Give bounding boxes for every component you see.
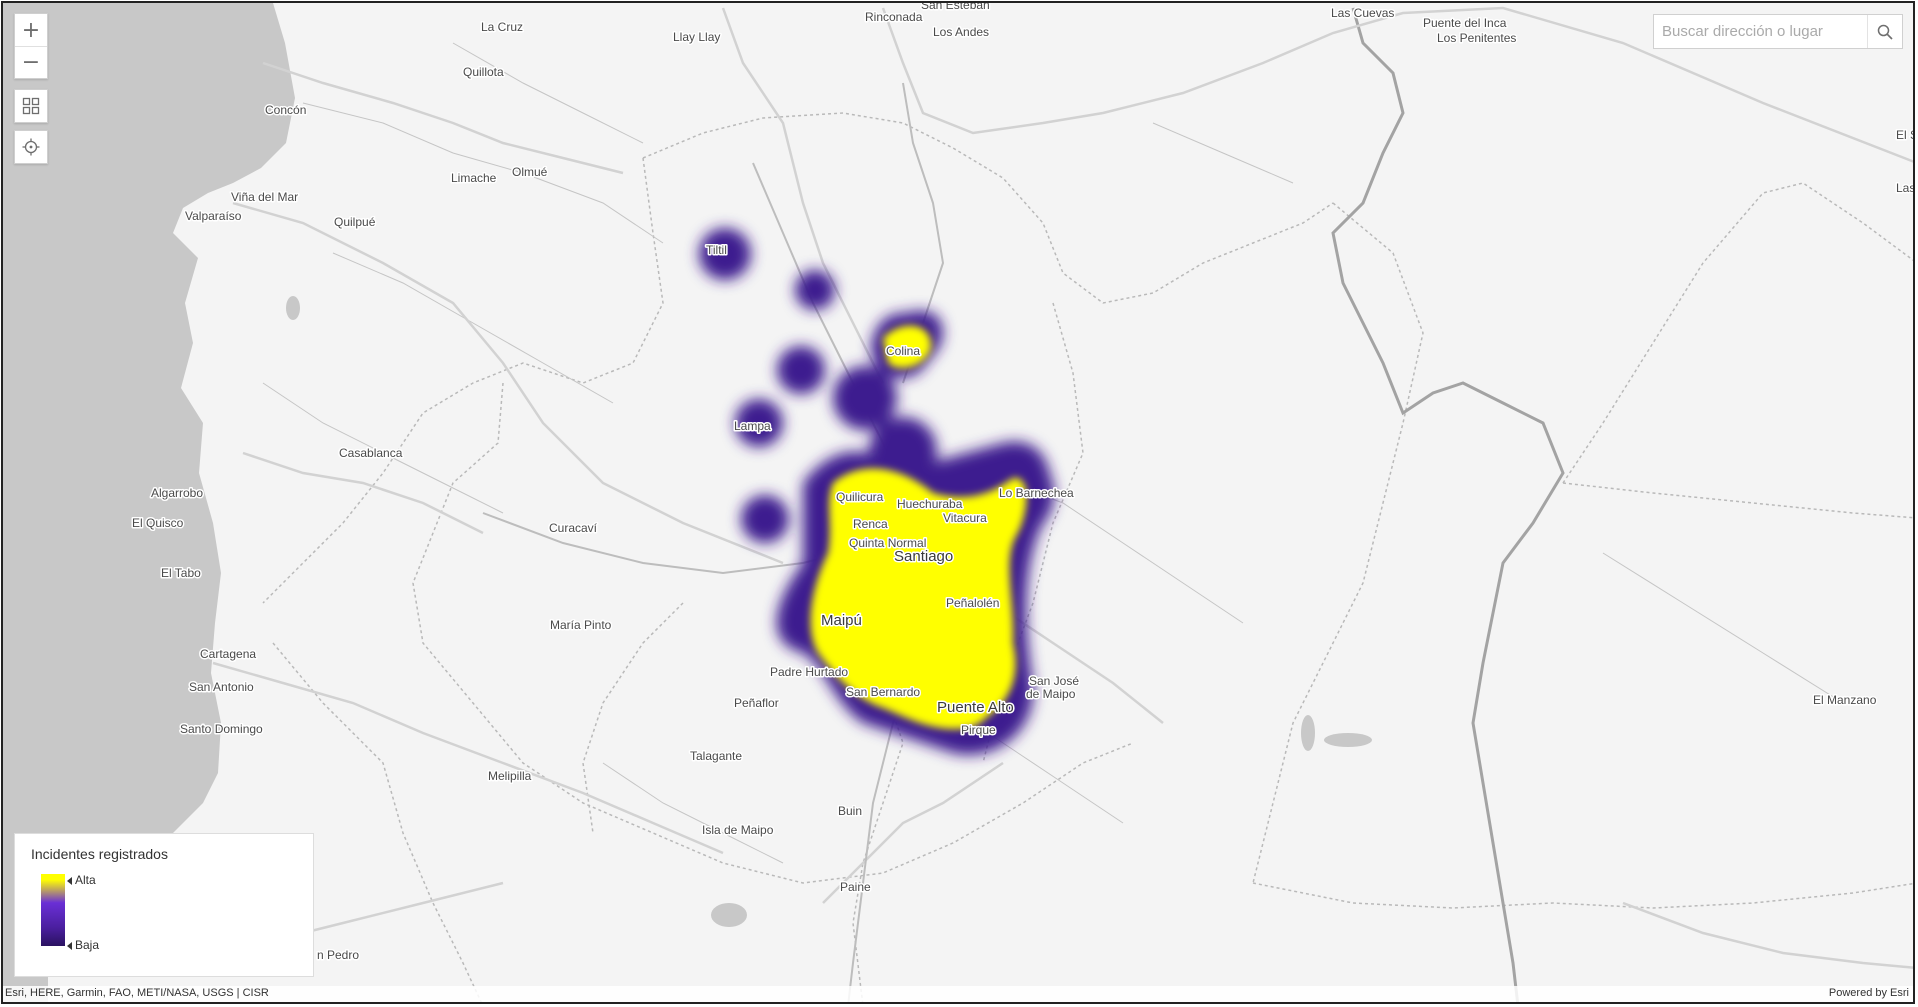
place-label: Talagante xyxy=(690,749,742,763)
legend: Incidentes registrados Alta Baja xyxy=(14,833,314,977)
place-label: Quinta Normal xyxy=(849,536,926,550)
place-label: Maipú xyxy=(821,612,862,629)
locate-button[interactable] xyxy=(15,131,47,163)
place-label: Puente Alto xyxy=(937,699,1014,716)
place-label: Curacaví xyxy=(549,521,598,535)
attribution-text[interactable]: Esri, HERE, Garmin, FAO, METI/NASA, USGS… xyxy=(5,987,269,999)
powered-by-link[interactable]: Powered by Esri xyxy=(1828,987,1909,999)
heatmap-layer xyxy=(699,228,1055,755)
place-label: Rinconada xyxy=(865,10,923,24)
place-label: Quilicura xyxy=(836,490,884,504)
place-label: Santo Domingo xyxy=(180,722,263,736)
basemap-gallery-button[interactable] xyxy=(15,90,47,122)
region-borders xyxy=(262,112,1913,1002)
crosshair-icon xyxy=(22,138,40,156)
international-border xyxy=(1331,7,1565,1002)
place-label: San Bernardo xyxy=(846,685,920,699)
search-widget xyxy=(1653,14,1903,49)
place-label: Los Penitentes xyxy=(1437,31,1516,45)
legend-low-label: Baja xyxy=(75,938,100,952)
place-label: Santiago xyxy=(894,548,953,565)
place-label: Buin xyxy=(838,804,862,818)
zoom-in-button[interactable]: + xyxy=(15,14,47,46)
search-input[interactable] xyxy=(1654,15,1867,48)
place-label: Melipilla xyxy=(488,769,532,783)
place-label: Olmué xyxy=(512,165,548,179)
place-label: María Pinto xyxy=(550,618,612,632)
basemap-gallery-control xyxy=(14,89,48,123)
locate-control xyxy=(14,130,48,164)
place-label: Llay Llay xyxy=(673,30,720,44)
search-button[interactable] xyxy=(1867,15,1902,48)
search-icon xyxy=(1877,24,1893,40)
place-label: Huechuraba xyxy=(897,497,963,511)
place-label: San Esteban xyxy=(921,3,990,12)
zoom-out-button[interactable]: − xyxy=(15,46,47,78)
place-label: Las Cuevas xyxy=(1331,6,1394,20)
place-label: Peñaflor xyxy=(734,696,779,710)
place-label: Puente del Inca xyxy=(1423,16,1507,30)
attribution-bar: Esri, HERE, Garmin, FAO, METI/NASA, USGS… xyxy=(3,986,1913,1002)
legend-high-marker-icon xyxy=(67,877,72,885)
place-label: Colina xyxy=(886,344,920,358)
place-label: San José xyxy=(1029,674,1079,688)
place-label: Tiltil xyxy=(706,243,727,257)
place-label: El Manzano xyxy=(1813,693,1877,707)
place-label: n Pedro xyxy=(317,948,359,962)
rivers xyxy=(262,42,1844,864)
place-label: Lo Barnechea xyxy=(999,486,1074,500)
place-label: Quillota xyxy=(463,65,504,79)
place-label: de Maipo xyxy=(1026,687,1076,701)
place-label: Renca xyxy=(853,517,888,531)
place-label: Paine xyxy=(840,880,871,894)
place-label: Las xyxy=(1896,181,1915,195)
legend-title: Incidentes registrados xyxy=(31,846,168,862)
ocean xyxy=(3,3,295,1002)
plus-icon: + xyxy=(21,17,41,43)
lakes xyxy=(286,296,1372,927)
zoom-controls: + − xyxy=(14,13,48,79)
place-label: La Cruz xyxy=(481,20,523,34)
place-label: Padre Hurtado xyxy=(770,665,848,679)
place-label: El S xyxy=(1896,128,1915,142)
place-label: El Tabo xyxy=(161,566,201,580)
legend-low-marker-icon xyxy=(67,942,72,950)
place-label: Limache xyxy=(451,171,497,185)
place-label: Peñalolén xyxy=(946,596,999,610)
place-label: Concón xyxy=(265,103,306,117)
minus-icon: − xyxy=(21,50,41,75)
basemap[interactable]: La Cruz Llay Llay Rinconada San Esteban … xyxy=(3,3,1915,1004)
place-label: Lampa xyxy=(734,419,771,433)
place-label: Cartagena xyxy=(200,647,256,661)
place-label: Valparaíso xyxy=(185,209,242,223)
place-label: Algarrobo xyxy=(151,486,203,500)
place-label: San Antonio xyxy=(189,680,254,694)
place-label: Viña del Mar xyxy=(231,190,298,204)
place-label: Quilpué xyxy=(334,215,376,229)
place-label: Casablanca xyxy=(339,446,403,460)
legend-high-label: Alta xyxy=(75,873,96,887)
place-label: El Quisco xyxy=(132,516,184,530)
place-labels: La Cruz Llay Llay Rinconada San Esteban … xyxy=(131,3,1915,964)
grid-icon xyxy=(22,97,40,115)
place-label: Vitacura xyxy=(943,511,987,525)
place-label: Isla de Maipo xyxy=(702,823,774,837)
place-label: Pirque xyxy=(961,723,996,737)
legend-color-ramp xyxy=(41,874,65,946)
place-label: Los Andes xyxy=(933,25,989,39)
